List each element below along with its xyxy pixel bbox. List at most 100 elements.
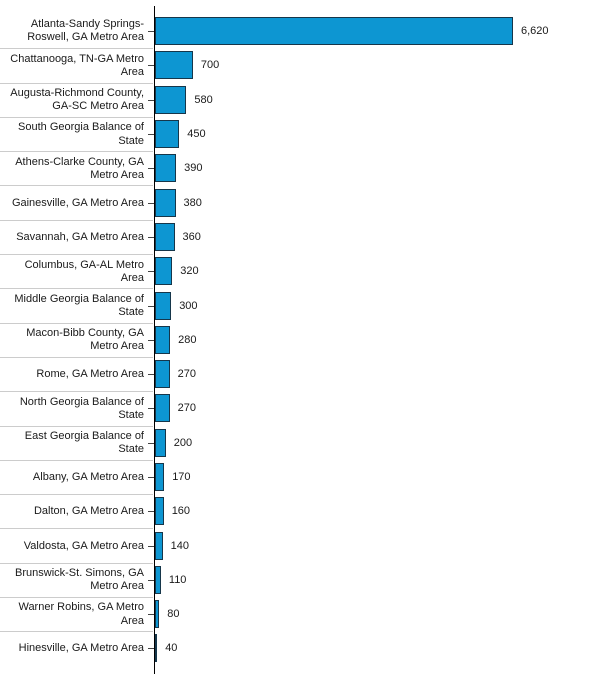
category-label-line: Atlanta-Sandy Springs-	[30, 17, 144, 30]
value-label: 580	[194, 93, 213, 106]
chart-row: Augusta-Richmond County, GA-SC Metro Area…	[0, 82, 600, 117]
chart-row: Hinesville, GA Metro Area 40	[0, 631, 600, 665]
category-label-line: State	[118, 306, 144, 319]
axis-tick-mark	[148, 511, 154, 513]
category-label-line: Brunswick-St. Simons, GA	[15, 567, 144, 580]
bar[interactable]	[155, 634, 158, 663]
plot-area: 270	[153, 391, 600, 425]
axis-tick-mark	[148, 31, 154, 33]
category-label-line: South Georgia Balance of	[18, 121, 144, 134]
value-label: 300	[179, 299, 198, 312]
category-label-line: Albany, GA Metro Area	[32, 470, 144, 483]
axis-tick-mark	[148, 305, 154, 307]
category-label-line: Chattanooga, TN-GA Metro	[10, 52, 144, 65]
axis-tick-mark	[148, 408, 154, 410]
axis-tick-mark	[148, 99, 154, 101]
plot-area: 380	[153, 185, 600, 219]
value-label: 200	[173, 436, 193, 449]
bar[interactable]	[155, 51, 193, 80]
plot-area: 110	[153, 563, 600, 597]
axis-tick-mark	[148, 168, 154, 170]
plot-area: 80	[153, 597, 600, 631]
plot-area: 700	[153, 48, 600, 82]
category-label-line: Dalton, GA Metro Area	[33, 505, 144, 518]
category-axis-line	[154, 6, 155, 674]
category-label-line: Metro Area	[90, 340, 144, 353]
axis-tick-mark	[148, 271, 154, 273]
plot-area: 6,620	[153, 14, 600, 48]
axis-tick-mark	[148, 236, 154, 238]
plot-area: 160	[153, 494, 600, 528]
bar[interactable]	[155, 428, 166, 457]
value-label: 700	[200, 59, 220, 72]
category-label-line: Metro Area	[90, 580, 144, 593]
chart-row: Athens-Clarke County, GA Metro Area 390	[0, 151, 600, 185]
category-label-line: North Georgia Balance of	[19, 395, 144, 408]
category-label-line: Macon-Bibb County, GA	[26, 327, 144, 340]
axis-tick-mark	[148, 442, 154, 444]
category-label: Macon-Bibb County, GA Metro Area	[0, 322, 153, 357]
bar[interactable]	[155, 257, 173, 286]
bar[interactable]	[155, 188, 176, 217]
category-label: Brunswick-St. Simons, GA Metro Area	[0, 562, 153, 597]
category-label-line: State	[118, 408, 144, 421]
bar[interactable]	[155, 463, 165, 491]
chart-row: North Georgia Balance of State 270	[0, 391, 600, 425]
axis-tick-mark	[148, 65, 154, 67]
bar[interactable]	[155, 360, 170, 389]
bar[interactable]	[155, 154, 177, 183]
bar[interactable]	[155, 17, 513, 46]
category-label: Atlanta-Sandy Springs- Roswell, GA Metro …	[0, 14, 153, 48]
category-label: Gainesville, GA Metro Area	[0, 185, 153, 219]
category-label-line: Athens-Clarke County, GA	[15, 155, 144, 168]
bar[interactable]	[155, 120, 180, 149]
category-label: Hinesville, GA Metro Area	[0, 631, 153, 665]
category-label-line: Valdosta, GA Metro Area	[23, 539, 144, 552]
plot-area: 140	[153, 528, 600, 562]
axis-tick-mark	[148, 374, 154, 376]
axis-tick-mark	[148, 477, 154, 478]
chart-rows: Atlanta-Sandy Springs- Roswell, GA Metro …	[0, 14, 600, 666]
bar[interactable]	[155, 85, 187, 114]
category-label: Augusta-Richmond County, GA-SC Metro Area	[0, 82, 153, 117]
value-label: 160	[171, 505, 191, 518]
chart-row: Rome, GA Metro Area 270	[0, 356, 600, 391]
bar[interactable]	[155, 497, 164, 526]
plot-area: 320	[153, 254, 600, 288]
plot-area: 360	[153, 220, 600, 254]
value-label: 270	[177, 402, 196, 415]
category-label: South Georgia Balance of State	[0, 116, 153, 151]
chart-row: Brunswick-St. Simons, GA Metro Area 110	[0, 562, 600, 597]
category-label-line: State	[118, 134, 144, 147]
axis-tick-mark	[148, 545, 154, 547]
value-label: 450	[187, 128, 206, 141]
chart-row: East Georgia Balance of State 200	[0, 425, 600, 460]
category-label-line: Gainesville, GA Metro Area	[11, 196, 144, 209]
chart-row: Dalton, GA Metro Area 160	[0, 494, 600, 528]
bar[interactable]	[155, 531, 163, 560]
category-label: Savannah, GA Metro Area	[0, 219, 153, 254]
bar[interactable]	[155, 222, 175, 251]
value-label: 380	[183, 196, 202, 209]
category-label: Albany, GA Metro Area	[0, 459, 153, 494]
chart-row: Valdosta, GA Metro Area 140	[0, 528, 600, 562]
chart-row: Savannah, GA Metro Area 360	[0, 219, 600, 254]
category-label-line: State	[118, 443, 144, 456]
chart-row: Middle Georgia Balance of State 300	[0, 288, 600, 322]
category-label-line: Hinesville, GA Metro Area	[18, 642, 144, 655]
category-label: Rome, GA Metro Area	[0, 356, 153, 391]
value-label: 140	[170, 539, 189, 552]
bar[interactable]	[155, 565, 161, 594]
chart-row: Warner Robins, GA Metro Area 80	[0, 597, 600, 631]
category-label-line: Savannah, GA Metro Area	[16, 230, 144, 243]
chart-row: South Georgia Balance of State 450	[0, 116, 600, 151]
axis-tick-mark	[148, 202, 154, 204]
category-label: North Georgia Balance of State	[0, 391, 153, 425]
chart-row: Albany, GA Metro Area 170	[0, 459, 600, 494]
bar[interactable]	[155, 291, 172, 320]
plot-area: 270	[153, 357, 600, 391]
bar[interactable]	[155, 600, 160, 629]
bar[interactable]	[155, 394, 170, 423]
bar[interactable]	[155, 325, 171, 354]
